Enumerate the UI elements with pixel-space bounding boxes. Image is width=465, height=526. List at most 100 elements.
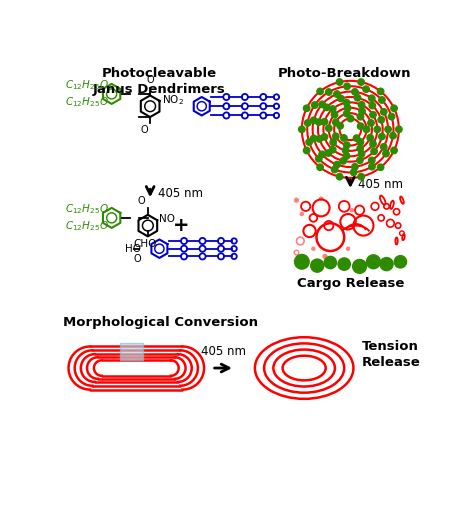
Circle shape xyxy=(359,150,365,157)
Circle shape xyxy=(358,79,365,85)
Circle shape xyxy=(326,89,332,95)
Circle shape xyxy=(358,123,364,129)
Circle shape xyxy=(352,89,358,95)
Text: +: + xyxy=(173,216,189,235)
Circle shape xyxy=(383,150,389,157)
Text: NO: NO xyxy=(159,215,175,225)
Text: $\mathit{C_{12}H_{25}O}$: $\mathit{C_{12}H_{25}O}$ xyxy=(66,96,109,109)
Circle shape xyxy=(363,126,370,133)
Text: Photo-Breakdown: Photo-Breakdown xyxy=(278,67,411,80)
Circle shape xyxy=(350,169,357,176)
Text: 405 nm: 405 nm xyxy=(358,177,403,190)
Circle shape xyxy=(391,147,397,154)
Text: $\mathit{C_{12}H_{25}O}$: $\mathit{C_{12}H_{25}O}$ xyxy=(66,203,109,216)
Circle shape xyxy=(380,258,393,271)
Circle shape xyxy=(388,114,395,120)
Text: $\mathit{C_{12}H_{25}O}$: $\mathit{C_{12}H_{25}O}$ xyxy=(66,78,109,93)
Circle shape xyxy=(311,259,324,272)
Circle shape xyxy=(311,117,317,124)
Circle shape xyxy=(391,105,397,112)
Circle shape xyxy=(316,136,323,142)
Circle shape xyxy=(317,88,323,95)
Circle shape xyxy=(323,255,327,258)
Circle shape xyxy=(332,133,339,139)
Circle shape xyxy=(319,197,323,200)
Text: O: O xyxy=(141,126,149,136)
Text: $\mathit{C_{12}H_{25}O}$: $\mathit{C_{12}H_{25}O}$ xyxy=(66,219,109,233)
Circle shape xyxy=(369,157,375,164)
Circle shape xyxy=(378,117,385,123)
Circle shape xyxy=(357,114,364,120)
Circle shape xyxy=(337,123,343,129)
Circle shape xyxy=(374,126,380,133)
Circle shape xyxy=(332,166,338,173)
Circle shape xyxy=(312,247,315,250)
Circle shape xyxy=(357,157,363,164)
Circle shape xyxy=(366,255,380,269)
Circle shape xyxy=(369,95,375,102)
Text: O: O xyxy=(134,254,142,264)
Circle shape xyxy=(353,135,360,141)
Circle shape xyxy=(359,102,365,108)
Circle shape xyxy=(352,259,366,274)
Circle shape xyxy=(380,144,387,150)
Circle shape xyxy=(343,99,350,106)
Circle shape xyxy=(379,133,385,140)
Text: Morphological Conversion: Morphological Conversion xyxy=(63,316,258,329)
Circle shape xyxy=(294,198,299,202)
Circle shape xyxy=(338,258,350,270)
Circle shape xyxy=(331,112,338,118)
Circle shape xyxy=(330,146,336,153)
Circle shape xyxy=(317,164,323,170)
Circle shape xyxy=(390,133,396,139)
FancyBboxPatch shape xyxy=(120,342,143,360)
Circle shape xyxy=(369,164,375,170)
Circle shape xyxy=(336,174,343,180)
Circle shape xyxy=(379,97,385,103)
Circle shape xyxy=(330,139,336,146)
Circle shape xyxy=(338,95,344,102)
Circle shape xyxy=(332,119,339,126)
Circle shape xyxy=(325,150,332,156)
Circle shape xyxy=(305,120,311,126)
Circle shape xyxy=(343,153,350,159)
Circle shape xyxy=(341,135,347,141)
Circle shape xyxy=(354,95,361,101)
Text: 405 nm: 405 nm xyxy=(201,345,246,358)
Circle shape xyxy=(358,174,365,180)
Circle shape xyxy=(378,88,384,95)
Circle shape xyxy=(306,139,312,145)
Circle shape xyxy=(396,126,402,133)
Circle shape xyxy=(316,156,322,162)
Circle shape xyxy=(394,256,406,268)
Text: Cargo Release: Cargo Release xyxy=(297,277,404,290)
Circle shape xyxy=(312,102,318,108)
Circle shape xyxy=(321,134,328,140)
Circle shape xyxy=(370,140,376,147)
Circle shape xyxy=(368,120,374,126)
Circle shape xyxy=(357,145,364,152)
Circle shape xyxy=(357,139,364,145)
Circle shape xyxy=(344,83,350,89)
Circle shape xyxy=(352,164,358,170)
Text: $\mathrm{NO_2}$: $\mathrm{NO_2}$ xyxy=(162,93,184,107)
Circle shape xyxy=(303,105,310,112)
Circle shape xyxy=(344,142,350,148)
Circle shape xyxy=(363,86,369,93)
Text: Photocleavable
Janus Dendrimers: Photocleavable Janus Dendrimers xyxy=(93,67,226,96)
Circle shape xyxy=(346,247,350,250)
Circle shape xyxy=(380,108,387,115)
Circle shape xyxy=(344,110,350,117)
Circle shape xyxy=(326,125,332,132)
Text: O: O xyxy=(137,196,145,206)
Circle shape xyxy=(319,101,325,107)
Circle shape xyxy=(303,147,310,154)
Circle shape xyxy=(370,112,376,118)
Circle shape xyxy=(347,115,354,122)
Circle shape xyxy=(334,91,340,97)
Circle shape xyxy=(323,104,330,110)
Circle shape xyxy=(321,118,328,125)
Circle shape xyxy=(334,161,340,168)
Circle shape xyxy=(378,164,384,170)
Circle shape xyxy=(324,256,337,269)
